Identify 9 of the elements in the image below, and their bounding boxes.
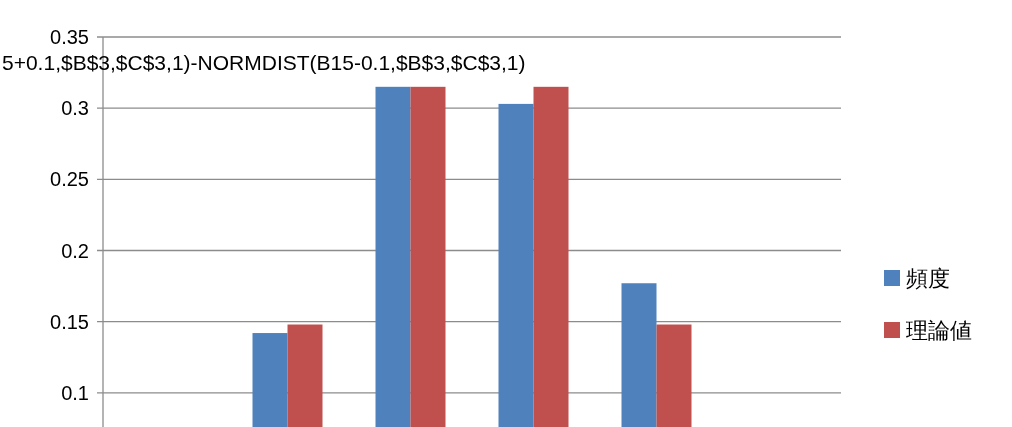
y-tick-label: 0.15 [50,310,89,333]
annotation: 5+0.1,$B$3,$C$3,1)-NORMDIST(B15-0.1,$B$3,$C$3,1) [2,51,526,74]
y-tick-label: 0.25 [50,168,89,191]
y-tick-label: 0.35 [50,26,89,48]
y-tick-label: 0.2 [61,239,89,262]
y-tick-label: 0.1 [61,381,89,404]
legend-label: 頻度 [906,266,950,291]
legend-label: 理論値 [906,318,972,343]
y-tick-label: 0.3 [61,97,89,120]
